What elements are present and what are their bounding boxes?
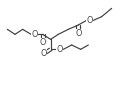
Text: O: O: [75, 30, 81, 38]
Text: O: O: [56, 45, 62, 54]
Text: O: O: [31, 30, 37, 39]
Text: O: O: [39, 38, 46, 47]
Text: O: O: [40, 49, 47, 59]
Text: O: O: [86, 16, 92, 25]
